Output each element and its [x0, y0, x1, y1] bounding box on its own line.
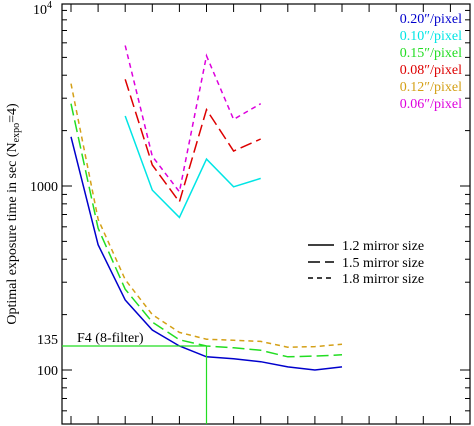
y-tick-exponent: 4: [47, 0, 52, 11]
annotation: F4 (8-filter) 135: [37, 331, 208, 424]
y-tick-label-1000: 1000: [30, 180, 58, 195]
y-axis-label: Optimal exposure time in sec (Nexpo=4): [5, 103, 22, 325]
axis-ticks: [62, 4, 470, 424]
legend-mirror-1-5: 1.5 mirror size: [342, 256, 424, 271]
series-line-5: [124, 45, 262, 194]
plot-frame: [61, 3, 471, 425]
y-axis-label-subscript: expo: [11, 123, 22, 142]
legend-entry-0-10: 0.10″/pixel: [400, 29, 462, 44]
legend-pixel-scale: 0.20″/pixel 0.10″/pixel 0.15″/pixel 0.08…: [400, 12, 462, 112]
legend-entry-0-20: 0.20″/pixel: [400, 12, 462, 27]
y-tick-label-10000: 104: [33, 0, 52, 18]
legend-mirror-1-2: 1.2 mirror size: [342, 239, 424, 254]
legend-mirror-size: 1.2 mirror size 1.5 mirror size 1.8 mirr…: [308, 239, 424, 287]
series-line-4: [124, 79, 262, 204]
legend-entry-0-15: 0.15″/pixel: [400, 46, 462, 61]
legend-entry-0-06: 0.06″/pixel: [400, 97, 462, 112]
y-tick-base: 10: [33, 3, 47, 18]
legend-mirror-1-8: 1.8 mirror size: [342, 272, 424, 287]
y-tick-label-100: 100: [37, 364, 58, 379]
annotation-label: F4 (8-filter): [77, 331, 144, 346]
annotation-value-label: 135: [37, 333, 58, 348]
series-line-2: [70, 83, 343, 348]
series-line-3: [124, 115, 261, 219]
legend-entry-0-12: 0.12″/pixel: [400, 80, 462, 95]
legend-entry-0-08: 0.08″/pixel: [400, 63, 462, 78]
y-axis-label-prefix: Optimal exposure time in sec (N: [5, 142, 20, 324]
y-axis-label-suffix: =4): [5, 103, 20, 123]
